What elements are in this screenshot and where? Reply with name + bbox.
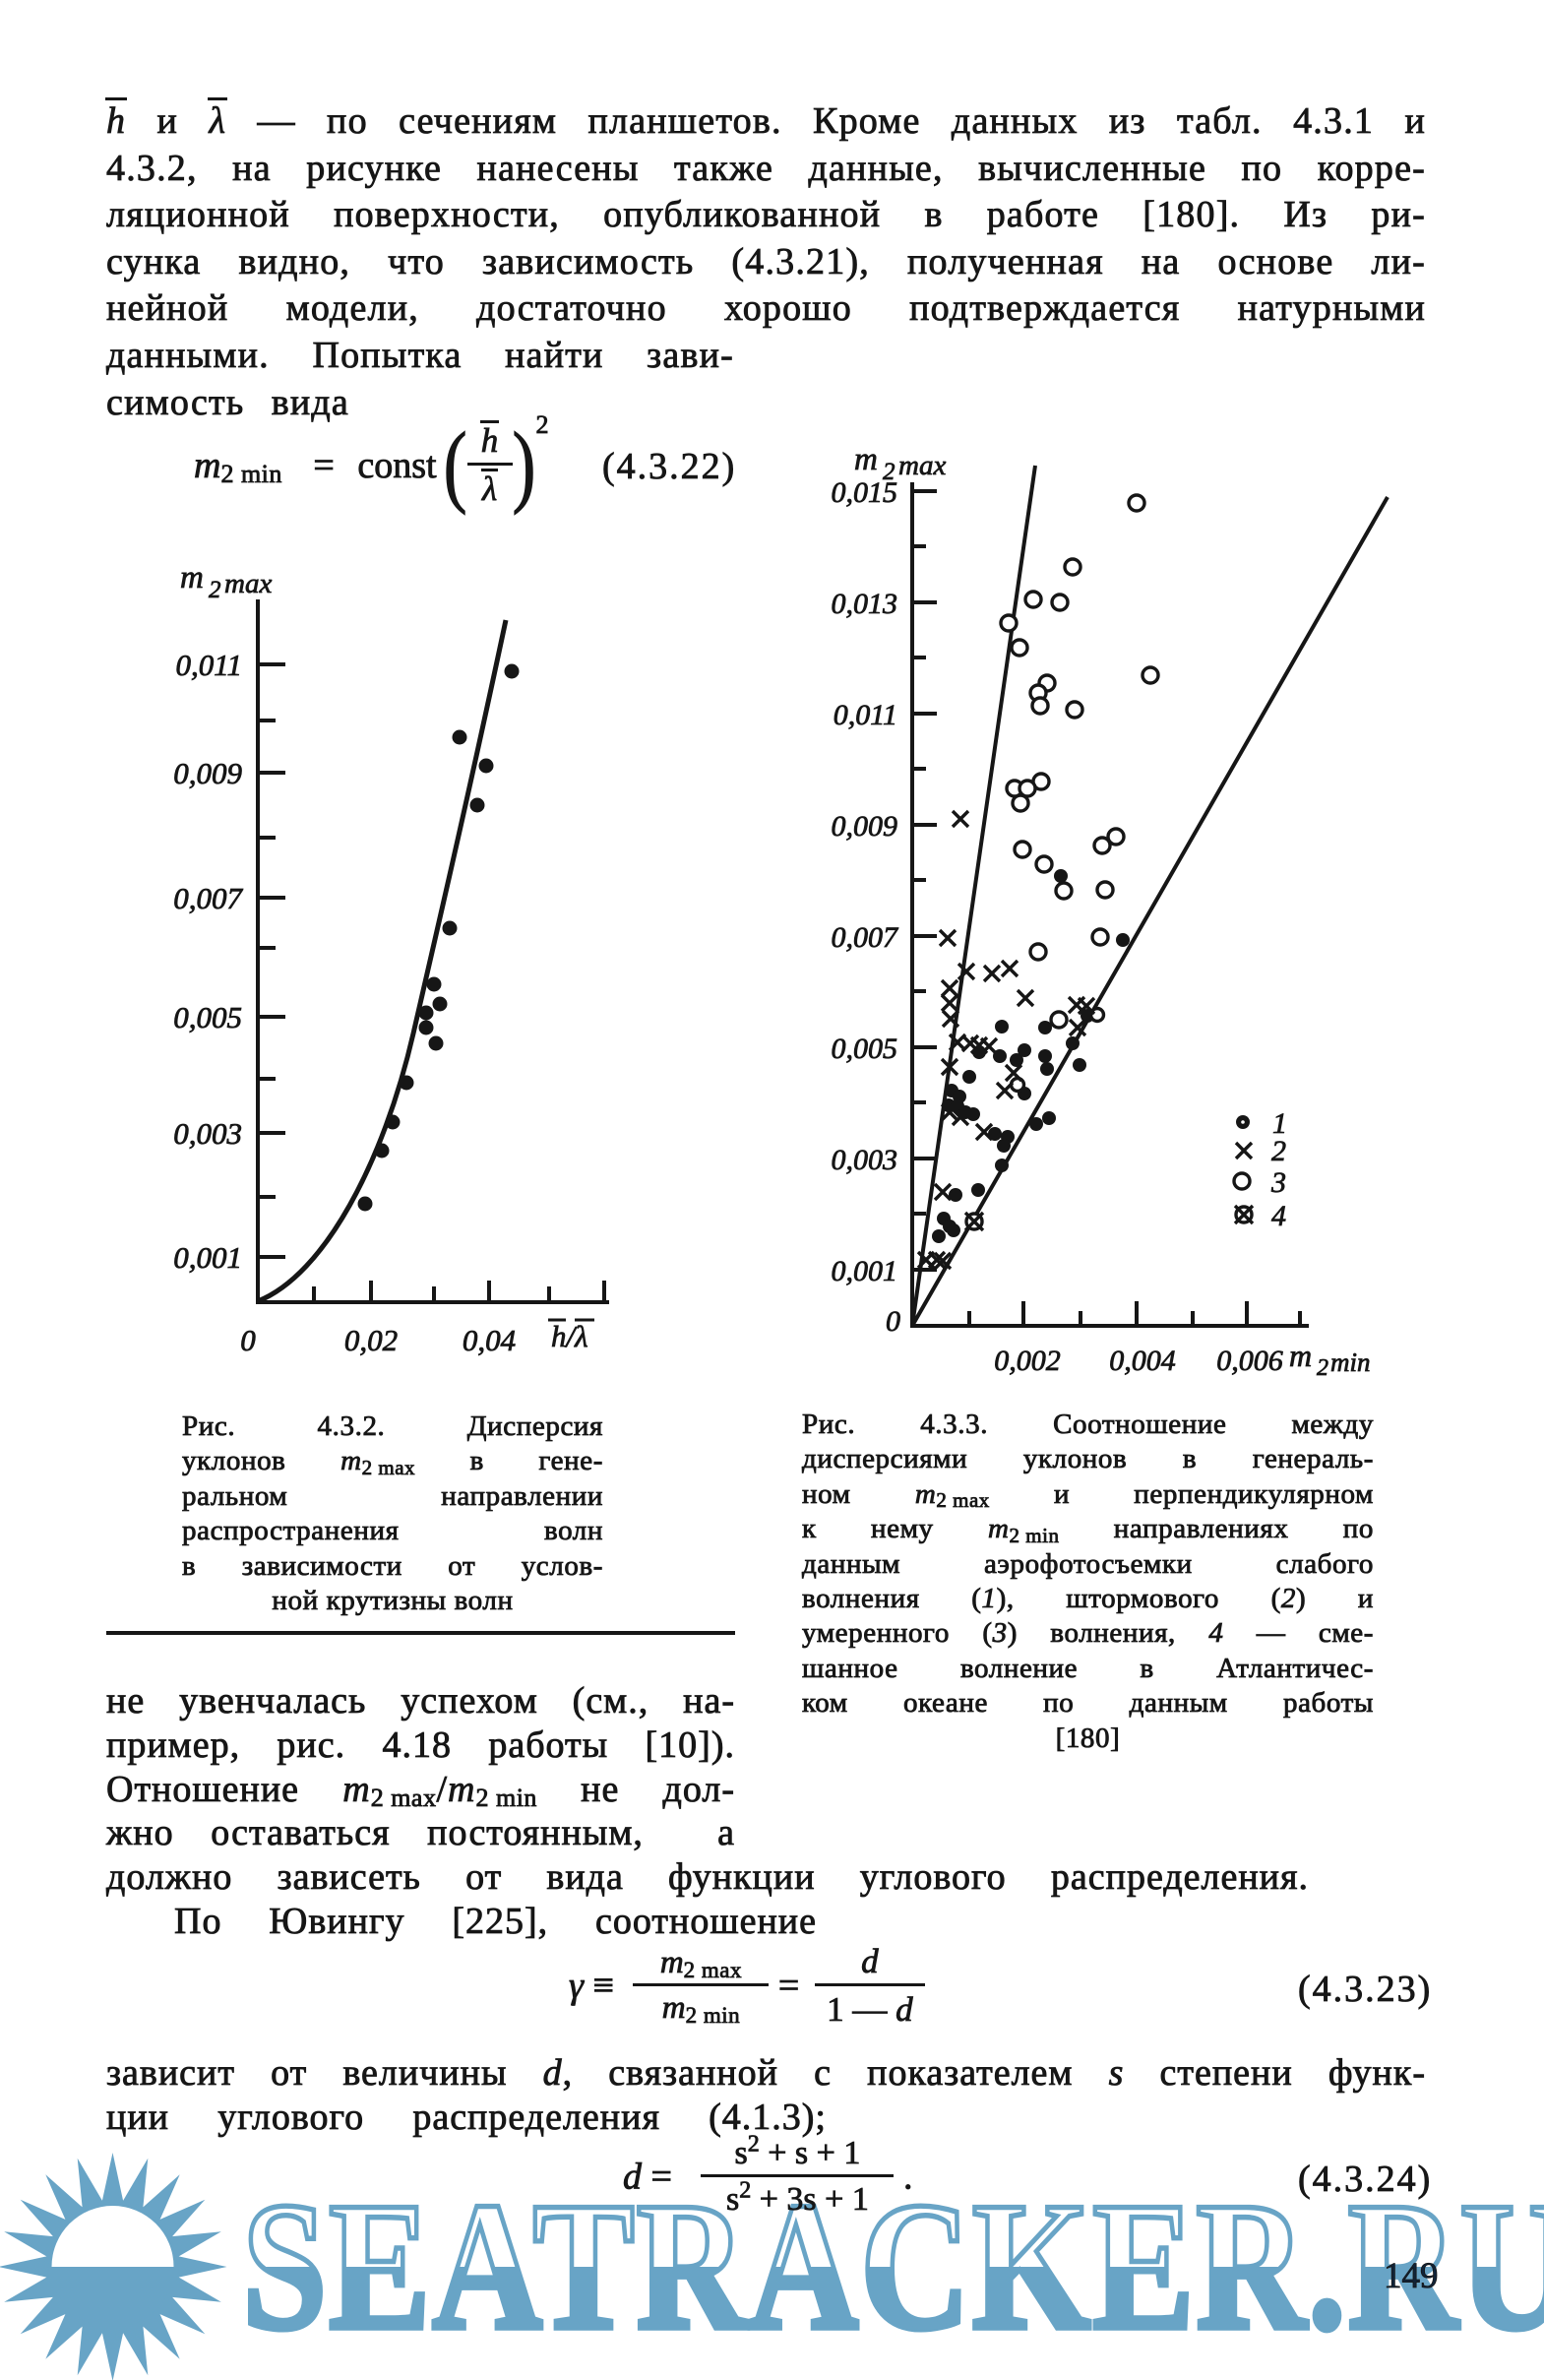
svg-text:0,002: 0,002 <box>994 1345 1061 1377</box>
svg-text:0,003: 0,003 <box>832 1144 898 1176</box>
svg-text:SEATRACKER.RU: SEATRACKER.RU <box>242 2165 1544 2369</box>
svg-text:2: 2 <box>1271 1135 1286 1167</box>
svg-text:0,02: 0,02 <box>344 1323 398 1357</box>
svg-text:0,009: 0,009 <box>832 810 898 843</box>
svg-text:h/λ: h/λ <box>551 1319 588 1353</box>
svg-text:0,011: 0,011 <box>176 648 242 682</box>
svg-text:4: 4 <box>1271 1200 1286 1232</box>
svg-text:0,003: 0,003 <box>173 1116 242 1151</box>
svg-text:0,007: 0,007 <box>832 921 900 954</box>
svg-text:max: max <box>224 568 272 599</box>
svg-text:0: 0 <box>240 1323 256 1357</box>
svg-text:0,001: 0,001 <box>832 1255 898 1287</box>
svg-text:0,011: 0,011 <box>834 699 897 731</box>
svg-text:m: m <box>854 442 878 477</box>
svg-text:2: 2 <box>883 459 896 485</box>
svg-text:0,005: 0,005 <box>832 1033 898 1065</box>
svg-text:0,009: 0,009 <box>173 756 242 790</box>
svg-text:0: 0 <box>886 1305 900 1338</box>
svg-text:2: 2 <box>1317 1355 1328 1381</box>
svg-text:0,015: 0,015 <box>832 476 898 509</box>
svg-text:3: 3 <box>1270 1166 1286 1199</box>
svg-text:1: 1 <box>1272 1107 1287 1140</box>
svg-text:min: min <box>1330 1347 1371 1377</box>
svg-text:2: 2 <box>209 577 221 603</box>
svg-text:m: m <box>1289 1338 1312 1373</box>
svg-text:0,04: 0,04 <box>463 1323 516 1357</box>
svg-text:0,007: 0,007 <box>173 881 243 915</box>
svg-text:0,001: 0,001 <box>173 1240 242 1275</box>
svg-text:m: m <box>180 560 204 595</box>
svg-text:0,004: 0,004 <box>1109 1345 1176 1377</box>
svg-text:0,013: 0,013 <box>832 588 898 620</box>
svg-text:max: max <box>898 450 946 481</box>
svg-text:SEATRACKER.RU: SEATRACKER.RU <box>242 2165 1544 2369</box>
svg-text:0,006: 0,006 <box>1216 1345 1283 1377</box>
svg-text:0,005: 0,005 <box>173 1000 242 1034</box>
